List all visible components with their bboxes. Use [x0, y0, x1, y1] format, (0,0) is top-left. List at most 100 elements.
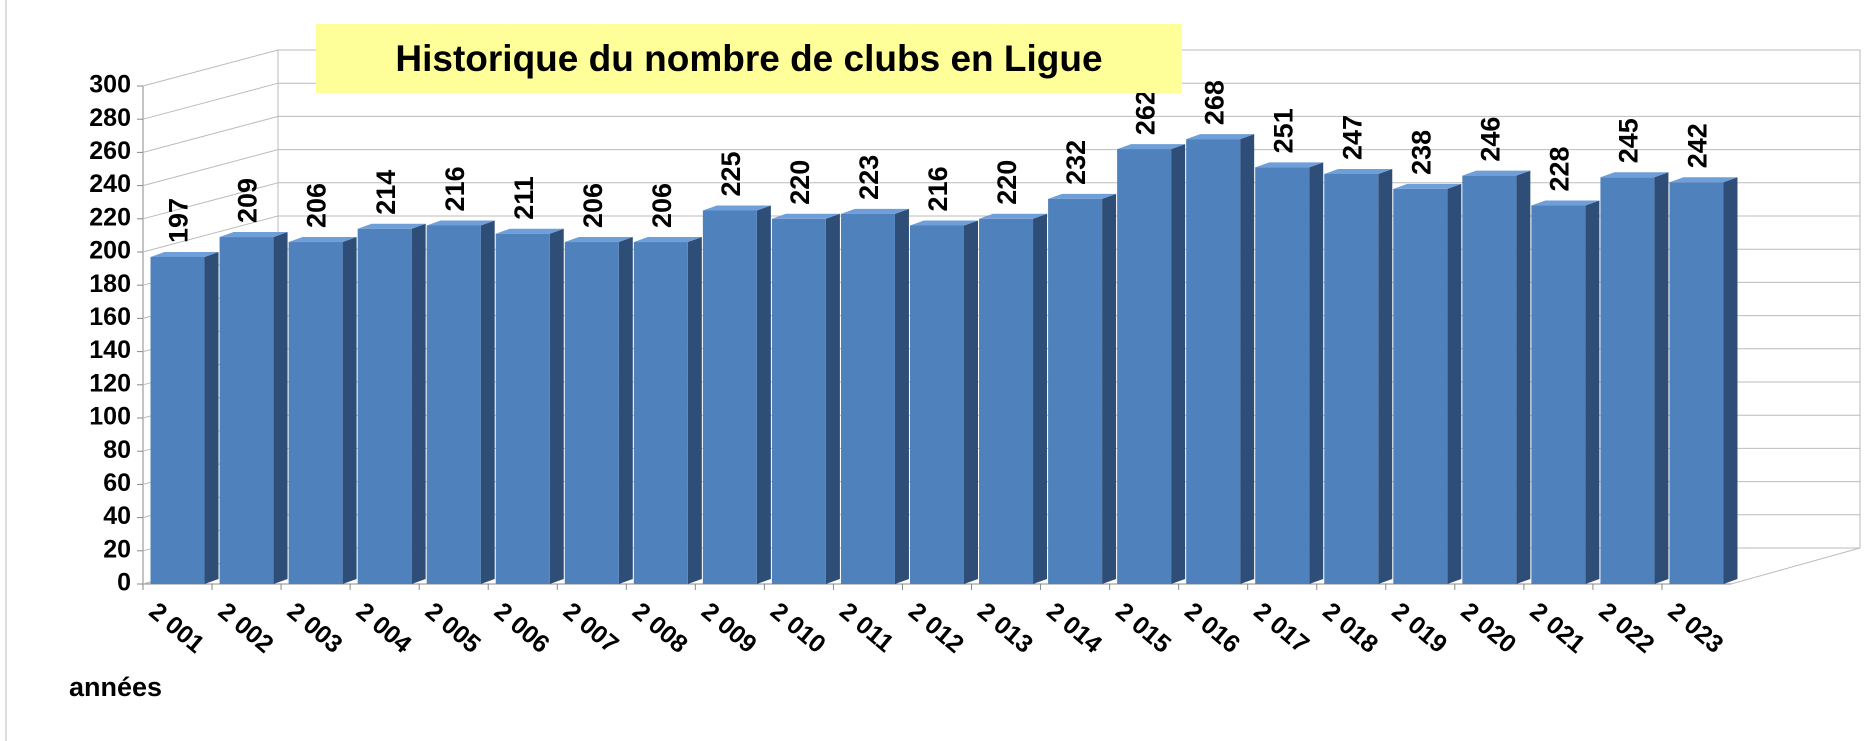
bar-side [480, 220, 495, 584]
bar-top [564, 237, 633, 243]
bar [633, 242, 688, 585]
value-label: 197 [164, 198, 194, 243]
bar-top [1462, 170, 1531, 176]
value-label: 223 [854, 155, 884, 200]
bar [219, 237, 274, 584]
bar-side [273, 232, 288, 584]
value-label: 216 [440, 166, 470, 211]
value-label: 268 [1199, 80, 1229, 125]
bar [357, 228, 412, 584]
bar [288, 242, 343, 585]
y-tick-label: 200 [89, 237, 131, 265]
grid-line [142, 182, 279, 220]
y-tick-label: 20 [103, 535, 131, 563]
y-tick-label: 140 [89, 336, 131, 364]
bar [564, 242, 619, 585]
x-tick-label: 2 023 [1663, 597, 1729, 659]
bar-top [495, 228, 564, 234]
bar-top [1393, 183, 1462, 189]
bar [1324, 173, 1379, 585]
x-tick-label: 2 021 [1525, 597, 1591, 659]
bar-side [1309, 162, 1324, 584]
x-tick-label: 2 002 [213, 597, 279, 659]
x-tick-label: 2 014 [1041, 597, 1107, 659]
bar-side [1585, 200, 1600, 584]
grid-line [142, 115, 279, 153]
x-tick-label: 2 022 [1594, 597, 1660, 659]
bar-side [549, 228, 564, 585]
bar-top [702, 205, 771, 211]
bar-side [342, 237, 357, 585]
bar-top [1531, 200, 1600, 206]
bar-top [150, 251, 219, 257]
bar-side [756, 205, 771, 584]
x-tick-label: 2 020 [1455, 597, 1521, 659]
y-tick-label: 260 [89, 137, 131, 165]
x-tick-label: 2 016 [1179, 597, 1245, 659]
bar-side [1516, 170, 1531, 584]
value-label: 214 [371, 170, 401, 215]
bar-side [1378, 168, 1393, 585]
bar [910, 225, 964, 584]
x-tick-label: 2 011 [834, 597, 899, 658]
x-tick-label: 2 015 [1110, 597, 1176, 659]
y-tick-label: 0 [117, 569, 131, 597]
bar [1186, 139, 1241, 584]
value-label: 245 [1614, 118, 1644, 163]
bar-side [1033, 213, 1048, 585]
grid-line [142, 49, 279, 87]
value-label: 228 [1545, 146, 1575, 191]
bar-side [1171, 144, 1186, 584]
grid-line [142, 82, 279, 120]
bar [1048, 198, 1103, 584]
x-tick-label: 2 009 [696, 597, 762, 659]
value-label: 238 [1406, 130, 1436, 175]
value-label: 220 [785, 160, 815, 205]
bar-side [411, 223, 426, 584]
y-tick-label: 80 [103, 436, 131, 464]
value-label: 216 [923, 166, 953, 211]
bar-top [1186, 134, 1255, 140]
x-tick-label: 2 006 [489, 597, 555, 659]
bar-side [964, 220, 978, 584]
bar-side [1654, 172, 1669, 585]
y-tick-label: 120 [89, 369, 131, 397]
bar [771, 218, 826, 585]
bar-top [1117, 144, 1186, 150]
x-tick-label: 2 008 [627, 597, 693, 659]
bar-top [1255, 162, 1324, 168]
bar-side [894, 208, 909, 584]
x-tick-label: 2 001 [144, 597, 210, 659]
title-box: Historique du nombre de clubs en Ligue [316, 24, 1182, 93]
x-tick-label: 2 012 [903, 597, 969, 659]
bar [979, 218, 1034, 585]
bar [495, 233, 550, 585]
bar-top [771, 213, 840, 219]
bar [1393, 188, 1448, 585]
x-tick-label: 2 013 [972, 597, 1038, 659]
value-label: 251 [1268, 108, 1298, 153]
bar-top [1669, 177, 1738, 183]
bar-top [357, 223, 426, 229]
y-tick-label: 160 [89, 303, 131, 331]
bar-top [633, 237, 702, 243]
x-tick-label: 2 005 [420, 597, 486, 659]
bar-top [1324, 168, 1393, 174]
value-label: 206 [302, 183, 332, 228]
value-label: 206 [578, 183, 608, 228]
value-label: 211 [509, 176, 539, 220]
y-tick-label: 280 [89, 104, 131, 132]
y-tick-label: 220 [89, 203, 131, 231]
value-label: 247 [1337, 115, 1367, 160]
x-tick-label: 2 007 [558, 597, 624, 659]
bar [1117, 149, 1172, 584]
value-label: 246 [1475, 117, 1505, 162]
bar-top [288, 237, 357, 243]
bar [1255, 167, 1310, 584]
bar [1600, 177, 1655, 585]
bar-top [1600, 172, 1669, 178]
value-label: 225 [716, 151, 746, 196]
bar [840, 213, 895, 584]
value-label: 242 [1683, 123, 1713, 168]
bar [426, 225, 481, 584]
